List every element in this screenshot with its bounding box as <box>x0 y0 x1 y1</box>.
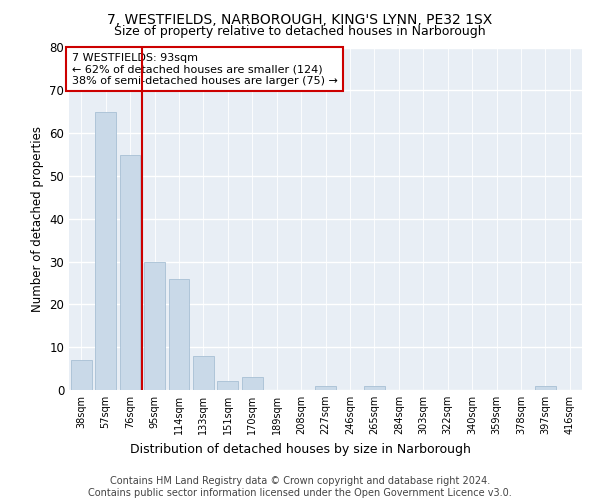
Bar <box>535 386 556 390</box>
Bar <box>71 360 92 390</box>
Text: Distribution of detached houses by size in Narborough: Distribution of detached houses by size … <box>130 442 470 456</box>
Text: 7 WESTFIELDS: 93sqm
← 62% of detached houses are smaller (124)
38% of semi-detac: 7 WESTFIELDS: 93sqm ← 62% of detached ho… <box>71 52 337 86</box>
Bar <box>242 377 263 390</box>
Bar <box>315 386 336 390</box>
Bar <box>119 154 140 390</box>
Bar <box>364 386 385 390</box>
Bar <box>169 278 190 390</box>
Text: Contains HM Land Registry data © Crown copyright and database right 2024.
Contai: Contains HM Land Registry data © Crown c… <box>88 476 512 498</box>
Bar <box>144 262 165 390</box>
Text: Size of property relative to detached houses in Narborough: Size of property relative to detached ho… <box>114 25 486 38</box>
Bar <box>217 382 238 390</box>
Text: 7, WESTFIELDS, NARBOROUGH, KING'S LYNN, PE32 1SX: 7, WESTFIELDS, NARBOROUGH, KING'S LYNN, … <box>107 12 493 26</box>
Bar <box>193 356 214 390</box>
Y-axis label: Number of detached properties: Number of detached properties <box>31 126 44 312</box>
Bar <box>95 112 116 390</box>
